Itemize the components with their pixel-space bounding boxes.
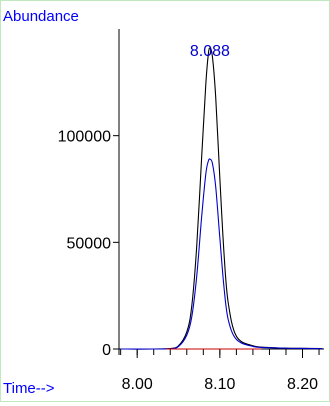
traces [120,47,323,350]
y-tick-label: 100000 [58,129,111,146]
annotations: 8.088 [190,43,230,60]
trace-line-1 [120,47,323,350]
x-tick-label: 8.10 [204,376,235,393]
peak-label: 8.088 [190,43,230,60]
x-axis-label: Time--> [3,380,55,397]
y-axis-label: Abundance [3,8,79,25]
y-tick-label: 50000 [67,235,112,252]
x-tick-label: 8.20 [287,376,318,393]
chromatogram-chart: Abundance Time--> 0 50000 100000 8.00 8.10 8.… [3,8,324,397]
trace-line-2 [120,158,323,350]
y-tick-label: 0 [102,342,111,359]
x-tick-label: 8.00 [122,376,153,393]
axes: 0 50000 100000 8.00 8.10 8.20 [58,29,324,393]
